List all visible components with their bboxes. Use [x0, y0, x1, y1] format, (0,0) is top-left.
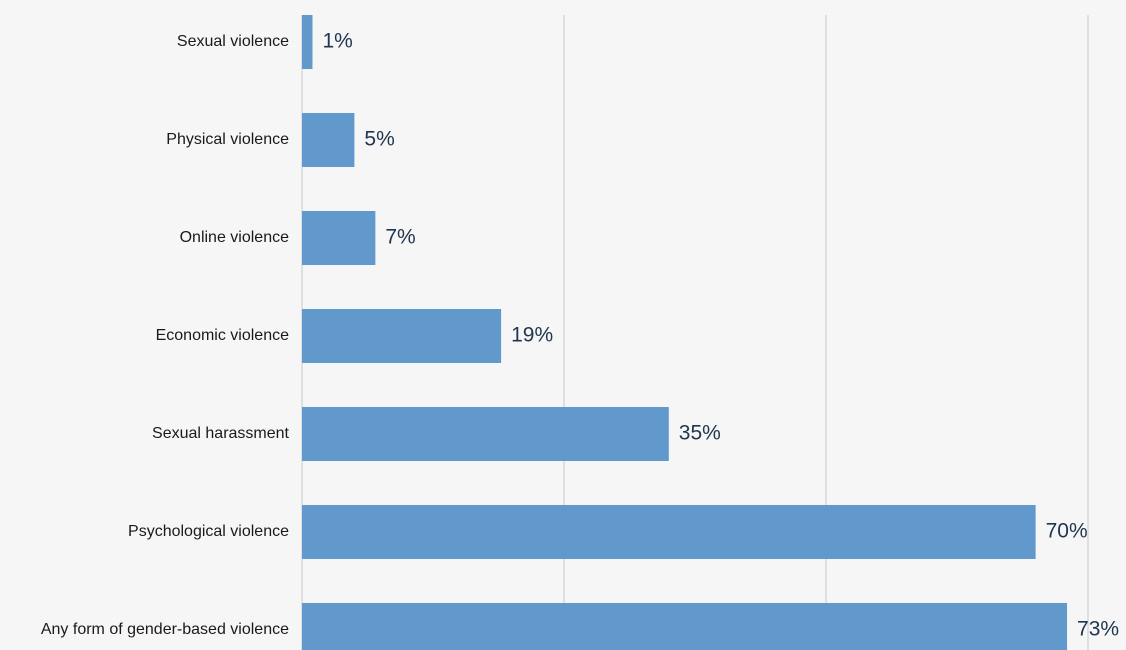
value-label-0: 1% — [322, 30, 352, 53]
category-label-0: Sexual violence — [177, 33, 289, 50]
category-label-5: Psychological violence — [128, 523, 289, 540]
value-label-6: 73% — [1077, 618, 1119, 641]
value-label-1: 5% — [364, 128, 394, 151]
category-label-2: Online violence — [180, 229, 290, 246]
category-labels: Sexual violence Physical violence Online v… — [41, 33, 290, 638]
category-label-3: Economic violence — [156, 327, 290, 344]
value-label-5: 70% — [1046, 520, 1088, 543]
bar-0 — [302, 15, 313, 69]
category-label-1: Physical violence — [166, 131, 289, 148]
category-label-6: Any form of gender-based violence — [41, 621, 289, 638]
bar-6 — [302, 603, 1068, 650]
bar-2 — [302, 211, 376, 265]
value-labels: 1% 5% 7% 19% 35% 70% 73% — [322, 30, 1119, 641]
value-label-3: 19% — [511, 324, 553, 347]
bar-3 — [302, 309, 502, 363]
category-label-4: Sexual harassment — [152, 425, 290, 442]
value-label-2: 7% — [385, 226, 415, 249]
bar-5 — [302, 505, 1036, 559]
value-label-4: 35% — [679, 422, 721, 445]
bar-1 — [302, 113, 355, 167]
bar-4 — [302, 407, 669, 461]
bars — [302, 15, 1068, 650]
